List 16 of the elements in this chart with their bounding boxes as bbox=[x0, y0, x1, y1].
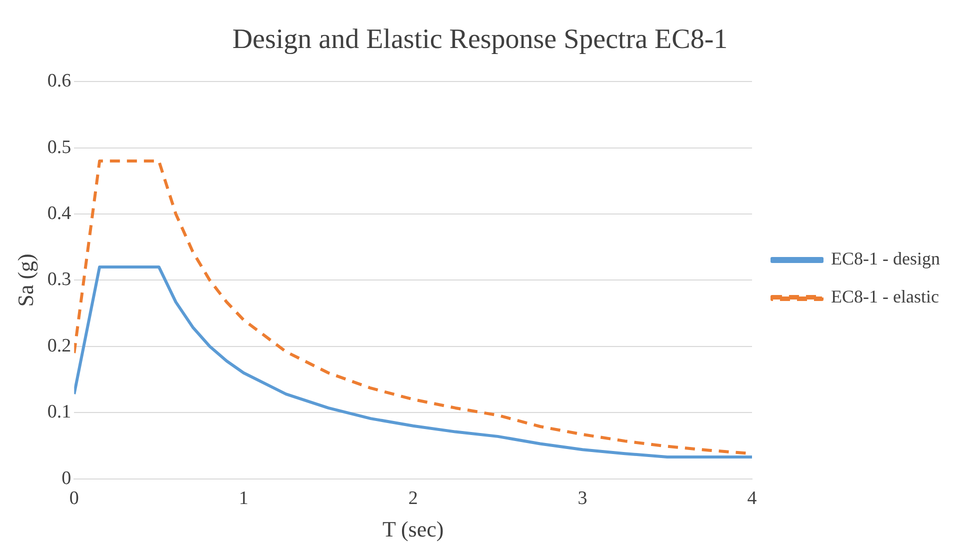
y-tick-label: 0.4 bbox=[47, 202, 72, 224]
legend-label: EC8-1 - design bbox=[831, 248, 940, 269]
x-tick-label: 2 bbox=[408, 488, 418, 510]
legend-label: EC8-1 - elastic bbox=[831, 286, 939, 307]
y-tick-label: 0.5 bbox=[47, 136, 72, 158]
x-axis-title: T (sec) bbox=[382, 516, 444, 542]
x-tick-label: 1 bbox=[238, 488, 248, 510]
y-tick-label: 0.3 bbox=[47, 269, 72, 290]
chart-title: Design and Elastic Response Spectra EC8-1 bbox=[232, 24, 728, 56]
y-tick-label: 0.2 bbox=[47, 335, 72, 356]
x-tick-label: 4 bbox=[747, 488, 758, 510]
y-tick-label: 0 bbox=[62, 468, 72, 489]
y-tick-label: 0.1 bbox=[47, 402, 72, 423]
x-tick-label: 3 bbox=[578, 488, 588, 510]
y-tick-label: 0.6 bbox=[47, 70, 72, 92]
y-axis-title: Sa (g) bbox=[12, 254, 38, 307]
